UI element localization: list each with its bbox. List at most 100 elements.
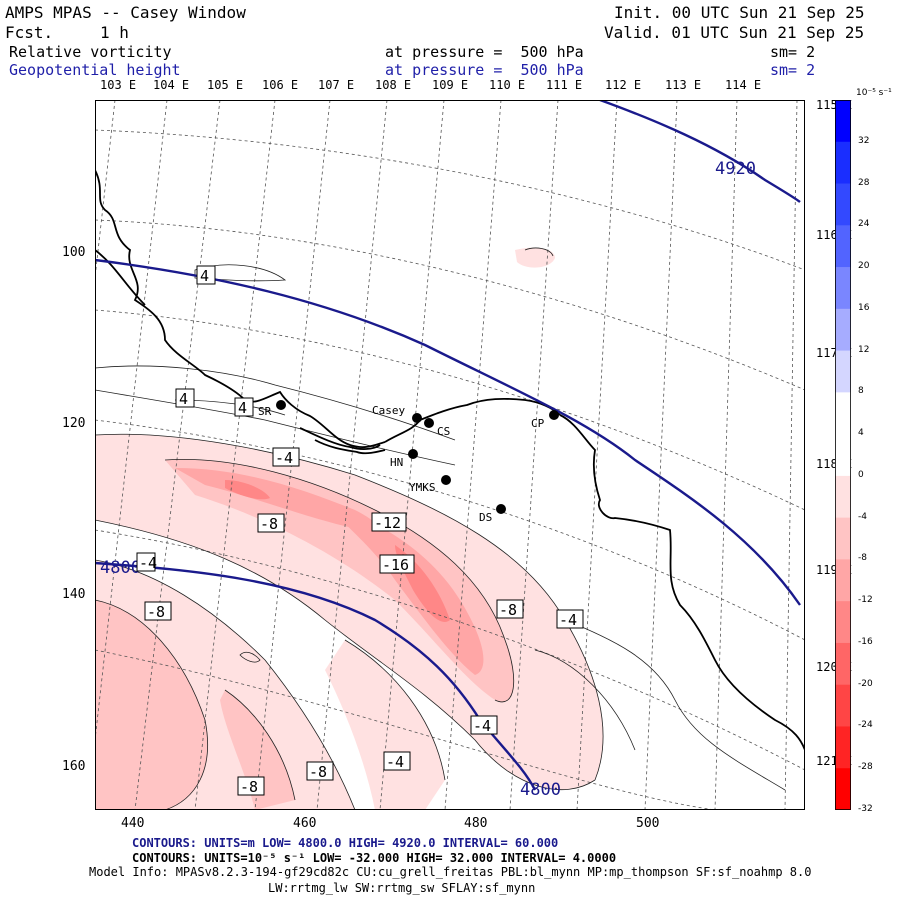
x-tick-label: 500: [636, 816, 660, 831]
y-tick-label: 100: [62, 245, 86, 260]
colorbar-level-label: -16: [858, 636, 873, 647]
svg-text:-4: -4: [386, 753, 404, 771]
vorticity-label: -8: [144, 601, 172, 621]
vorticity-label: -4: [136, 552, 157, 572]
colorbar-swatch: [835, 225, 851, 268]
footer-vorticity-contours: CONTOURS: UNITS=10⁻⁵ s⁻¹ LOW= -32.000 HI…: [132, 851, 617, 865]
colorbar-level-label: -20: [858, 678, 873, 689]
colorbar-level-label: -28: [858, 762, 873, 773]
colorbar-swatch: [835, 475, 851, 519]
colorbar-swatch: [835, 141, 851, 185]
station-sr: SR: [258, 400, 286, 418]
colorbar-swatch: [835, 768, 851, 810]
colorbar-level-label: 0: [858, 469, 864, 480]
vorticity-label: 4: [175, 388, 195, 408]
svg-text:-16: -16: [382, 556, 409, 574]
x-tick-label: 440: [121, 816, 145, 831]
vorticity-label: -8: [306, 761, 334, 781]
lon-label: 104 E: [153, 78, 190, 92]
svg-text:-8: -8: [240, 778, 258, 796]
lon-label: 110 E: [489, 78, 526, 92]
valid-time: Valid. 01 UTC Sun 21 Sep 25: [604, 23, 865, 42]
svg-text:-4: -4: [559, 611, 577, 629]
colorbar-level-label: -32: [858, 804, 873, 814]
colorbar-swatch: [835, 517, 851, 560]
lon-label: 111 E: [546, 78, 583, 92]
field2-level: at pressure = 500 hPa: [385, 61, 584, 79]
svg-text:-8: -8: [147, 603, 165, 621]
svg-text:SR: SR: [258, 405, 272, 418]
lon-label: 112 E: [605, 78, 642, 92]
lon-label: 107 E: [318, 78, 355, 92]
y-tick-label: 120: [62, 416, 86, 431]
svg-text:-4: -4: [139, 554, 157, 572]
field2-name: Geopotential height: [9, 61, 181, 79]
colorbar-level-label: -12: [858, 595, 873, 606]
colorbar-level-label: 32: [858, 135, 870, 146]
colorbar-swatch: [835, 308, 851, 352]
colorbar-level-label: -4: [858, 511, 867, 522]
svg-text:-4: -4: [473, 717, 491, 735]
lon-label: 106 E: [262, 78, 299, 92]
colorbar-level-label: 4: [858, 428, 864, 439]
svg-text:CS: CS: [437, 425, 450, 438]
svg-text:4: 4: [179, 390, 188, 408]
colorbar-swatch: [835, 392, 851, 435]
svg-text:Casey: Casey: [372, 404, 405, 417]
forecast-label: Fcst.: [5, 23, 54, 42]
footer-height-contours: CONTOURS: UNITS=m LOW= 4800.0 HIGH= 4920…: [132, 836, 559, 850]
svg-text:-8: -8: [499, 601, 517, 619]
height-label: 4920: [715, 159, 756, 179]
colorbar-level-label: 28: [858, 177, 870, 188]
vorticity-label: -4: [556, 609, 584, 629]
forecast-value: 1 h: [100, 23, 129, 42]
vorticity-label: -16: [379, 554, 415, 574]
lon-label: 113 E: [665, 78, 702, 92]
vorticity-label: -4: [470, 715, 498, 735]
map-title: AMPS MPAS -- Casey Window: [5, 3, 246, 22]
station-hn: HN: [390, 449, 418, 469]
height-label: 4800: [100, 558, 141, 578]
lon-label: 108 E: [375, 78, 412, 92]
station-cp: CP: [531, 410, 559, 430]
colorbar-swatch: [835, 100, 851, 143]
svg-text:CP: CP: [531, 417, 545, 430]
colorbar-level-label: -8: [858, 553, 867, 564]
colorbar-unit: 10⁻⁵ s⁻¹: [856, 88, 892, 98]
colorbar-swatch: [835, 601, 851, 644]
vorticity-label: -4: [272, 447, 300, 467]
colorbar-level-label: 12: [858, 344, 870, 355]
vorticity-label: -8: [496, 599, 524, 619]
vorticity-label: -4: [383, 751, 411, 771]
svg-text:-12: -12: [374, 514, 401, 532]
field1-level: at pressure = 500 hPa: [385, 43, 584, 61]
lon-label: 114 E: [725, 78, 762, 92]
field2-smoothing: sm= 2: [770, 61, 816, 79]
svg-text:YMKS: YMKS: [409, 481, 436, 494]
colorbar-swatch: [835, 559, 851, 602]
field1-name: Relative vorticity: [9, 43, 172, 61]
x-tick-label: 460: [293, 816, 317, 831]
colorbar-level-label: 8: [858, 386, 864, 397]
y-tick-label: 160: [62, 759, 86, 774]
colorbar-level-label: 16: [858, 302, 870, 313]
colorbar: [835, 100, 851, 810]
lon-label: 105 E: [207, 78, 244, 92]
svg-text:HN: HN: [390, 456, 403, 469]
svg-text:4: 4: [200, 267, 209, 285]
colorbar-level-label: 24: [858, 219, 870, 230]
station-ymks: YMKS: [409, 475, 451, 494]
colorbar-swatch: [835, 434, 851, 477]
svg-text:-8: -8: [260, 515, 278, 533]
latitude-gridlines: [95, 129, 805, 810]
station-casey: Casey: [372, 404, 422, 423]
station-cs: CS: [424, 418, 450, 438]
station-ds: DS: [479, 504, 506, 524]
y-tick-label: 140: [62, 587, 86, 602]
colorbar-swatch: [835, 267, 851, 310]
vorticity-label: -8: [237, 776, 265, 796]
vorticity-label: 4: [196, 265, 216, 285]
coastline: [95, 169, 805, 751]
svg-text:-4: -4: [275, 449, 293, 467]
footer-model-info: Model Info: MPASv8.2.3-194-gf29cd82c CU:…: [89, 865, 812, 879]
